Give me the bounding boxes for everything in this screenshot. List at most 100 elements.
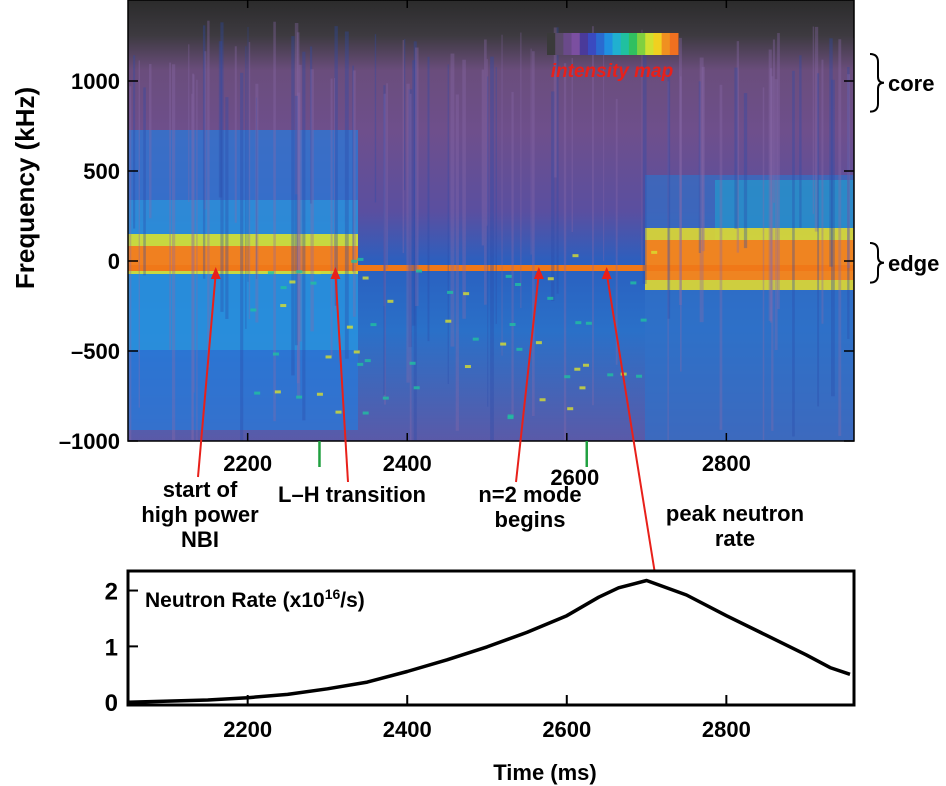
colorbar-swatch <box>620 33 630 55</box>
streak-dot <box>564 375 571 379</box>
streak-dot <box>472 337 479 341</box>
neutron-rate-series-line <box>127 578 851 704</box>
streak <box>302 51 306 421</box>
streak <box>699 57 704 323</box>
streak-dot <box>651 250 658 254</box>
streak-dot <box>505 274 512 278</box>
streak-dot <box>574 367 581 371</box>
streak-dot <box>547 296 554 300</box>
colorbar-swatch <box>587 33 597 55</box>
streak <box>191 93 193 440</box>
colorbar-label: intensity map <box>551 61 673 82</box>
streak-dot <box>280 286 287 290</box>
spectrogram-y-axis: 1000 500 0 –500 –1000 <box>59 69 854 454</box>
streak <box>344 31 349 359</box>
streak <box>592 26 594 406</box>
event-arrowhead <box>533 267 544 279</box>
streak <box>447 64 449 384</box>
streak-dot <box>640 318 647 322</box>
x-tick-label: 2400 <box>383 451 432 476</box>
colorbar-swatch <box>596 33 605 55</box>
streak <box>642 46 647 284</box>
streak <box>143 87 146 276</box>
streak <box>484 39 487 305</box>
streak <box>501 34 503 356</box>
streak <box>490 56 494 441</box>
streak-dot <box>357 362 364 366</box>
streak <box>415 47 419 306</box>
streak <box>171 64 176 441</box>
neutron-rate-label-suffix: /s) <box>340 589 365 612</box>
neutron-y-axis: 2 1 0 <box>105 579 138 717</box>
streak-dot <box>547 277 554 281</box>
streak-dot <box>272 352 279 356</box>
region-label: core <box>888 71 934 96</box>
streak <box>838 39 842 436</box>
streak <box>384 93 386 405</box>
colorbar-swatch <box>653 33 663 55</box>
streak <box>294 95 298 346</box>
streak <box>799 55 802 228</box>
streak-dot <box>636 374 643 378</box>
colorbar-swatch <box>563 33 573 55</box>
streak-dot <box>353 350 360 354</box>
neutron-y-tick-label: 0 <box>105 690 118 717</box>
streak <box>310 69 314 332</box>
colorbar <box>547 33 679 55</box>
streak <box>245 46 247 329</box>
streak <box>831 79 835 397</box>
streak-dot <box>335 410 342 414</box>
streak <box>234 46 237 223</box>
streak <box>248 42 251 320</box>
streak <box>847 66 850 339</box>
streak <box>218 41 223 198</box>
streak <box>641 29 643 265</box>
streak <box>769 68 773 323</box>
streak <box>667 68 671 319</box>
region-brace <box>869 242 885 284</box>
green-tick-marks <box>318 441 588 467</box>
streak <box>603 34 605 262</box>
streak <box>129 86 132 441</box>
neutron-x-tick-label: 2800 <box>702 717 751 742</box>
streak <box>680 76 682 372</box>
streak-dot <box>585 321 592 325</box>
event-arrow <box>334 272 349 483</box>
streak-dot <box>572 254 579 258</box>
neutron-x-tick-label: 2600 <box>542 717 591 742</box>
streak-dot <box>362 411 369 415</box>
streak-dot <box>250 308 257 312</box>
streak-dot <box>296 395 303 399</box>
colorbar-swatch <box>579 33 589 55</box>
streak <box>273 21 276 422</box>
streak <box>294 22 299 195</box>
streak <box>678 37 682 306</box>
streak <box>762 87 765 441</box>
streak-dot <box>289 280 296 284</box>
streak <box>427 56 430 342</box>
x-tick-label: 2200 <box>223 451 272 476</box>
y-axis-label: Frequency (kHz) <box>10 87 40 289</box>
streak-dot <box>409 361 416 365</box>
streak <box>698 81 702 254</box>
streak <box>412 60 416 326</box>
streak <box>821 59 824 324</box>
y-tick-label: –500 <box>71 339 120 364</box>
spectrogram-frame <box>127 0 855 442</box>
event-label: L–H transition <box>278 482 426 507</box>
streak <box>193 74 195 393</box>
streak <box>777 33 780 310</box>
streak <box>556 27 559 294</box>
colorbar-swatch <box>645 33 654 55</box>
streak <box>768 49 772 321</box>
spectrogram-image <box>128 0 854 441</box>
streak <box>734 67 738 229</box>
streak <box>481 69 485 246</box>
streak <box>409 93 412 441</box>
streak-dot <box>316 392 323 396</box>
streak <box>571 57 573 233</box>
event-label: begins <box>495 507 566 532</box>
streak-dot <box>539 398 546 402</box>
neutron-y-tick-label: 1 <box>105 634 118 661</box>
streak <box>563 63 567 441</box>
